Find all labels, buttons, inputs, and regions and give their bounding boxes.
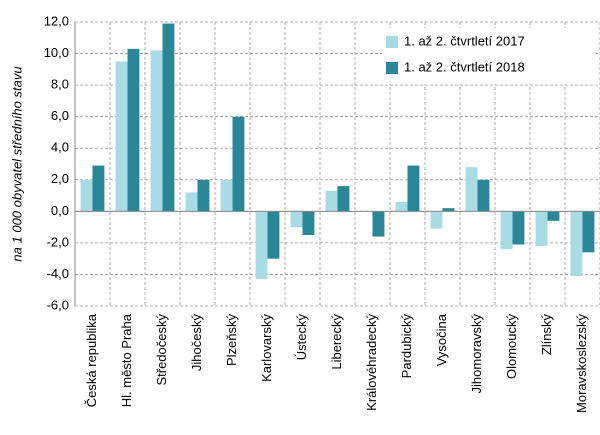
- x-tick-label: Pardubický: [399, 314, 414, 379]
- x-tick-label: Liberecký: [329, 314, 344, 370]
- legend-swatch: [386, 36, 398, 48]
- legend-label: 1. až 2. čtvrtletí 2017: [404, 33, 525, 48]
- x-tick-label: Olomoucký: [504, 314, 519, 380]
- y-tick-label: 2,0: [51, 171, 69, 186]
- bar: [197, 179, 210, 212]
- bar: [442, 208, 455, 212]
- bar: [80, 179, 93, 212]
- bar: [500, 211, 513, 250]
- bar: [535, 211, 548, 247]
- bar: [92, 165, 105, 212]
- bar: [395, 201, 408, 212]
- bar: [512, 211, 525, 245]
- bar: [477, 179, 490, 212]
- bar: [570, 211, 583, 277]
- y-tick-label: -4,0: [47, 266, 69, 281]
- bar: [162, 23, 175, 212]
- y-tick-label: 10,0: [44, 45, 69, 60]
- bar: [185, 192, 198, 212]
- x-tick-label: Karlovarský: [259, 314, 274, 382]
- y-tick-label: 6,0: [51, 108, 69, 123]
- bar: [325, 190, 338, 212]
- bar: [465, 167, 478, 212]
- y-tick-label: -6,0: [47, 297, 69, 312]
- x-tick-label: Středočeský: [154, 314, 169, 386]
- x-tick-label: Moravskoslezský: [574, 314, 589, 413]
- bar: [547, 211, 560, 221]
- legend-swatch: [386, 62, 398, 74]
- bar: [290, 211, 303, 228]
- x-tick-label: Česká republika: [84, 313, 99, 407]
- bar: [582, 211, 595, 253]
- bar: [220, 179, 233, 212]
- x-tick-label: Zlínský: [539, 314, 554, 356]
- bar: [255, 211, 268, 280]
- legend-label: 1. až 2. čtvrtletí 2018: [404, 59, 525, 74]
- y-tick-label: 8,0: [51, 77, 69, 92]
- bar: [372, 211, 385, 237]
- y-tick-label: 4,0: [51, 140, 69, 155]
- bar: [407, 165, 420, 212]
- x-tick-label: Plzeňský: [224, 314, 239, 367]
- bar: [430, 211, 443, 229]
- bar: [127, 48, 140, 212]
- y-tick-label: 0,0: [51, 203, 69, 218]
- bar: [232, 116, 245, 212]
- bar: [267, 211, 280, 259]
- x-tick-label: Královéhradecký: [364, 314, 379, 411]
- x-tick-label: Hl. město Praha: [119, 313, 134, 407]
- x-tick-label: Jihomoravský: [469, 314, 484, 394]
- bar: [337, 186, 350, 212]
- x-tick-label: Ústecký: [294, 314, 309, 361]
- y-tick-label: -2,0: [47, 234, 69, 249]
- x-tick-label: Jihočeský: [189, 314, 204, 372]
- bar: [115, 61, 128, 212]
- y-tick-label: 12,0: [44, 13, 69, 28]
- y-axis-label: na 1 000 obyvatel středního stavu: [9, 66, 24, 261]
- bar: [302, 211, 315, 235]
- legend-box: [382, 28, 596, 84]
- bar: [150, 50, 163, 212]
- x-tick-label: Vysočina: [434, 313, 449, 366]
